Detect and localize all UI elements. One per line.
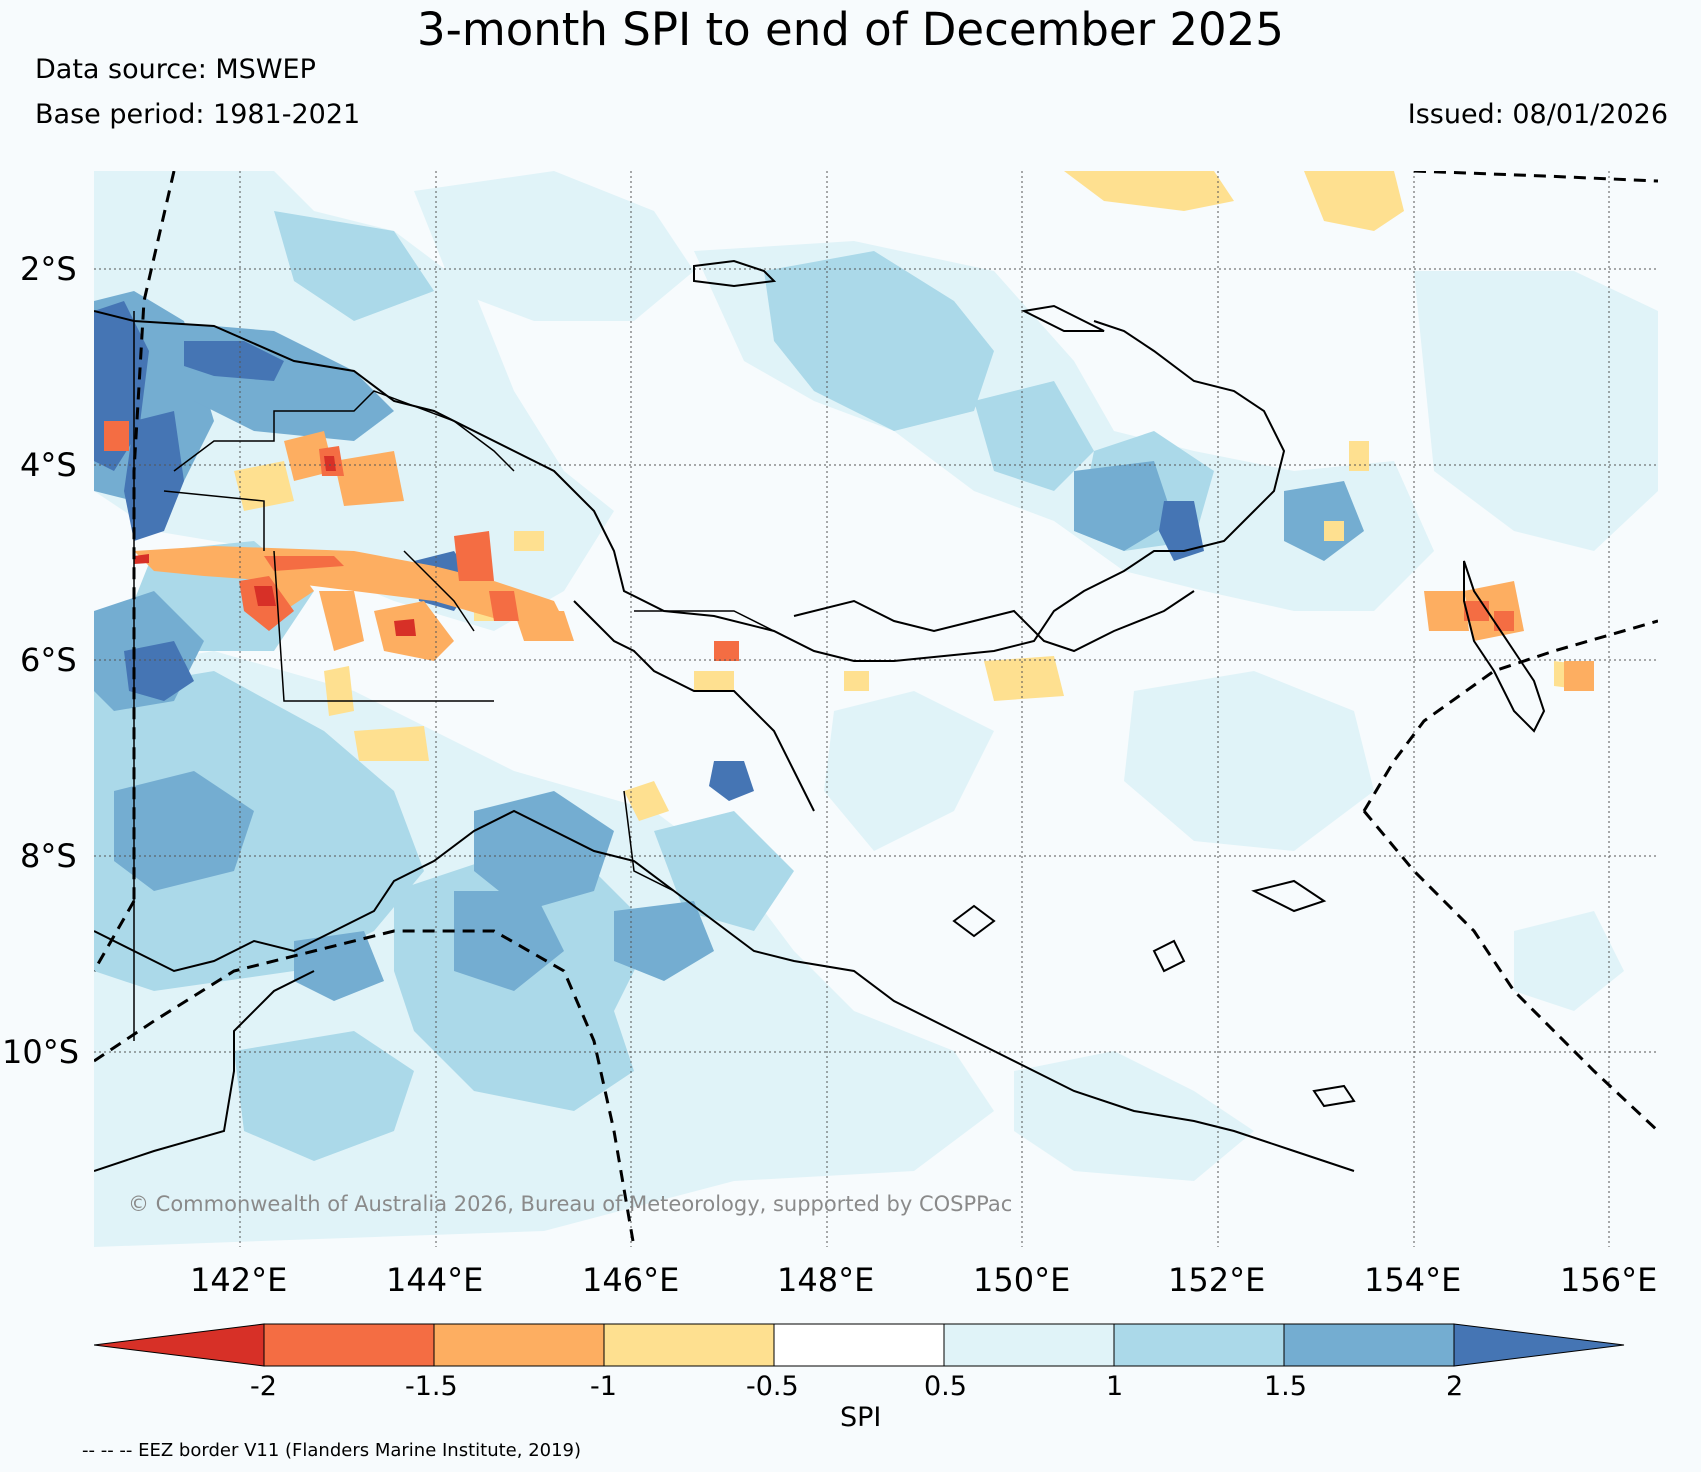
- spi-map: [94, 171, 1658, 1247]
- colorbar-bin-6: [1113, 1323, 1285, 1367]
- colorbar-bin-3: [603, 1323, 775, 1367]
- colorbar-bin-2: [433, 1323, 605, 1367]
- colorbar-bin-5: [943, 1323, 1115, 1367]
- colorbar-bin-1: [263, 1323, 435, 1367]
- lat-label-6s: 6°S: [20, 641, 77, 679]
- eez-borders: [94, 171, 1658, 1247]
- data-source-label: Data source: MSWEP: [35, 54, 316, 85]
- lon-label-152e: 152°E: [1168, 1261, 1266, 1299]
- province-borders: [133, 311, 775, 1041]
- map-title: 3-month SPI to end of December 2025: [417, 3, 1284, 56]
- lon-label-146e: 146°E: [582, 1261, 680, 1299]
- lon-label-148e: 148°E: [777, 1261, 875, 1299]
- colorbar-tick-1: 1: [1106, 1371, 1124, 1402]
- colorbar-tick-1-5: 1.5: [1264, 1371, 1307, 1402]
- lat-label-10s: 10°S: [2, 1033, 80, 1071]
- lat-label-4s: 4°S: [20, 446, 77, 484]
- colorbar-bin-4: [773, 1323, 945, 1367]
- copyright-note: © Commonwealth of Australia 2026, Bureau…: [128, 1192, 1013, 1216]
- spi-class-extreme-dry: [134, 456, 416, 636]
- colorbar-tick-neg1: -1: [590, 1371, 617, 1402]
- lon-label-142e: 142°E: [190, 1261, 288, 1299]
- colorbar-tick-neg1-5: -1.5: [405, 1371, 458, 1402]
- eez-legend-note: -- -- -- EEZ border V11 (Flanders Marine…: [82, 1440, 582, 1461]
- colorbar-extend-high: [1453, 1323, 1625, 1367]
- lat-label-2s: 2°S: [20, 250, 77, 288]
- colorbar-tick-2: 2: [1446, 1371, 1464, 1402]
- colorbar-bin-7: [1283, 1323, 1455, 1367]
- lat-label-8s: 8°S: [20, 837, 77, 875]
- lon-label-144e: 144°E: [386, 1261, 484, 1299]
- issued-date-label: Issued: 08/01/2026: [1407, 99, 1668, 130]
- colorbar-tick-0-5: 0.5: [924, 1371, 967, 1402]
- colorbar-extend-low: [94, 1323, 265, 1367]
- coastlines: [94, 259, 1546, 1172]
- lon-label-150e: 150°E: [973, 1261, 1071, 1299]
- lon-label-156e: 156°E: [1560, 1261, 1658, 1299]
- colorbar-tick-neg2: -2: [250, 1371, 277, 1402]
- spi-colorbar: [94, 1323, 1625, 1367]
- colorbar-label: SPI: [840, 1402, 882, 1433]
- lon-label-154e: 154°E: [1364, 1261, 1462, 1299]
- base-period-label: Base period: 1981-2021: [35, 99, 361, 130]
- colorbar-tick-neg0-5: -0.5: [746, 1371, 799, 1402]
